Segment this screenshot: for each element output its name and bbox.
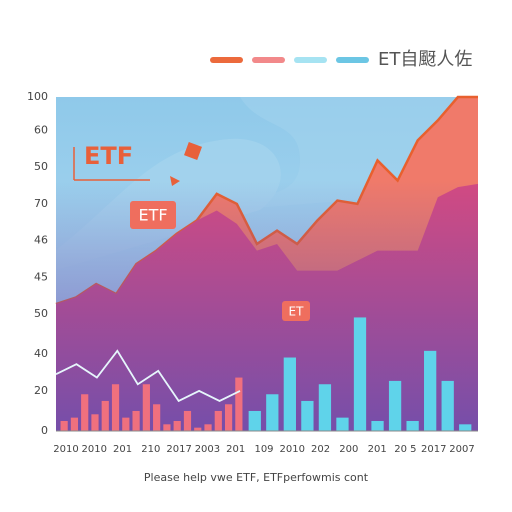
x-tick-label: 20 5 [394,444,416,455]
y-tick-label: 50 [34,160,48,173]
x-tick-label: 2017 [421,444,446,455]
annotation: ETF [84,142,133,170]
bar [122,417,130,431]
annotation-box [130,201,176,229]
bar [132,410,140,431]
bar [283,357,296,431]
bar [81,394,89,431]
y-tick-label: 46 [34,234,48,247]
bar [441,380,454,431]
bar [163,424,171,431]
bar [111,384,120,431]
y-tick-label: 100 [27,90,48,103]
x-tick-label: 210 [141,444,160,455]
bar [388,380,402,431]
annotation: ETF [138,206,167,225]
x-tick-label: 2010 [53,444,78,455]
bar [235,377,243,431]
bar [214,410,222,431]
bar [424,350,437,431]
x-tick-label: 2007 [449,444,474,455]
x-tick-label: 2010 [280,444,305,455]
y-tick-label: 0 [41,424,48,437]
bar [204,424,212,431]
x-tick-label: 201 [113,444,132,455]
annotation-box [282,301,310,321]
bar [318,384,332,431]
bar [142,384,150,431]
bar [371,420,384,431]
x-tick-label: 109 [254,444,273,455]
x-tick-label: 2010 [82,444,107,455]
bar [173,420,181,431]
bar [459,424,472,431]
footer: Please help vwe ETF, ETFperfowmis cont [144,471,369,484]
arrow-head [170,176,180,186]
line [55,349,241,403]
legend-text: ET自颬人佐 [378,49,472,70]
area-shade [56,180,478,431]
x-tick-label: 201 [226,444,245,455]
y-tick-label: 70 [34,197,48,210]
bar [194,427,202,431]
bar [224,404,233,431]
bar [183,410,192,431]
bar [248,410,261,431]
bar [91,414,99,431]
x-tick-label: 2017 [166,444,191,455]
bar [301,400,314,431]
y-tick-label: 45 [34,270,48,283]
y-tick-label: 40 [34,347,48,360]
bar [336,417,349,431]
bar [60,420,68,431]
y-tick-label: 60 [34,123,48,136]
decoration [184,142,202,160]
bar [353,317,367,431]
x-tick-label: 202 [311,444,330,455]
x-tick-label: 2003 [195,444,220,455]
bar [266,394,279,431]
bar [70,417,79,431]
bar [406,420,419,431]
x-tick-label: 200 [339,444,358,455]
bar [101,400,109,431]
annotation: ET [289,305,305,319]
y-tick-label: 20 [34,384,48,397]
x-tick-label: 201 [368,444,387,455]
y-tick-label: 50 [34,307,48,320]
bar [153,404,161,431]
